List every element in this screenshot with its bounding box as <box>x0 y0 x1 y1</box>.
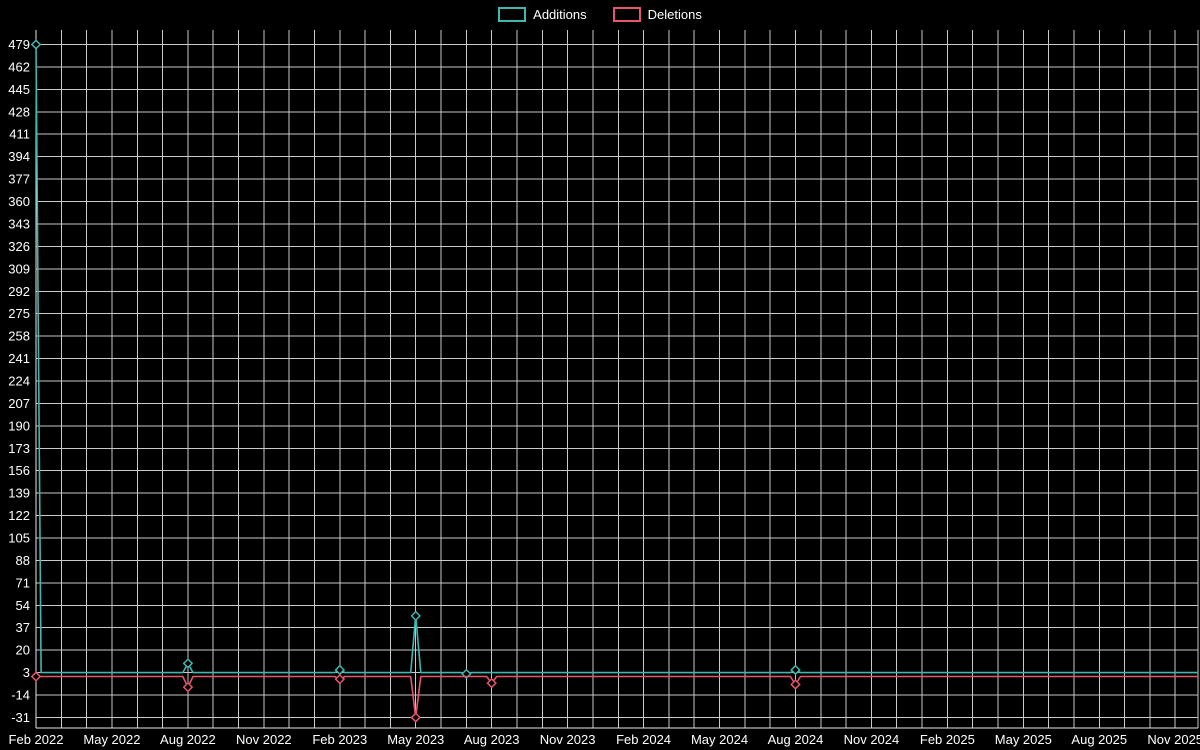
svg-text:462: 462 <box>8 59 30 74</box>
svg-text:88: 88 <box>16 553 30 568</box>
horizontal-gridlines <box>36 44 1198 718</box>
svg-text:-31: -31 <box>11 710 30 725</box>
svg-text:May 2025: May 2025 <box>995 732 1052 747</box>
svg-text:May 2023: May 2023 <box>387 732 444 747</box>
svg-text:Feb 2025: Feb 2025 <box>920 732 975 747</box>
svg-text:326: 326 <box>8 239 30 254</box>
svg-text:37: 37 <box>16 620 30 635</box>
svg-text:173: 173 <box>8 441 30 456</box>
svg-text:360: 360 <box>8 194 30 209</box>
axes <box>35 30 1198 729</box>
svg-text:224: 224 <box>8 373 30 388</box>
additions-swatch-icon <box>498 7 527 22</box>
svg-text:Aug 2024: Aug 2024 <box>768 732 824 747</box>
chart-legend: Additions Deletions <box>0 7 1200 22</box>
svg-text:Aug 2025: Aug 2025 <box>1071 732 1127 747</box>
legend-label-additions: Additions <box>533 7 587 22</box>
svg-text:May 2024: May 2024 <box>691 732 748 747</box>
svg-text:428: 428 <box>8 104 30 119</box>
svg-text:May 2022: May 2022 <box>83 732 140 747</box>
svg-text:Nov 2023: Nov 2023 <box>540 732 596 747</box>
svg-text:275: 275 <box>8 306 30 321</box>
legend-label-deletions: Deletions <box>647 7 702 22</box>
svg-text:377: 377 <box>8 172 30 187</box>
svg-text:Nov 2025: Nov 2025 <box>1147 732 1200 747</box>
svg-text:Nov 2022: Nov 2022 <box>236 732 292 747</box>
svg-text:394: 394 <box>8 149 30 164</box>
svg-text:292: 292 <box>8 284 30 299</box>
svg-text:-14: -14 <box>11 688 30 703</box>
svg-text:105: 105 <box>8 530 30 545</box>
svg-text:139: 139 <box>8 486 30 501</box>
svg-text:Feb 2023: Feb 2023 <box>312 732 367 747</box>
legend-item-additions[interactable]: Additions <box>498 7 587 22</box>
svg-text:479: 479 <box>8 37 30 52</box>
svg-text:Aug 2023: Aug 2023 <box>464 732 520 747</box>
svg-text:54: 54 <box>16 598 30 613</box>
legend-item-deletions[interactable]: Deletions <box>612 7 702 22</box>
svg-text:258: 258 <box>8 329 30 344</box>
deletions-swatch-icon <box>612 7 641 22</box>
svg-text:207: 207 <box>8 396 30 411</box>
svg-text:122: 122 <box>8 508 30 523</box>
svg-text:20: 20 <box>16 643 30 658</box>
svg-text:3: 3 <box>23 665 30 680</box>
svg-text:241: 241 <box>8 351 30 366</box>
series-deletions-markers <box>30 671 801 723</box>
svg-text:Feb 2024: Feb 2024 <box>616 732 671 747</box>
svg-text:190: 190 <box>8 418 30 433</box>
svg-text:Aug 2022: Aug 2022 <box>160 732 216 747</box>
svg-text:Feb 2022: Feb 2022 <box>9 732 64 747</box>
svg-text:71: 71 <box>16 575 30 590</box>
svg-text:343: 343 <box>8 216 30 231</box>
x-tick-labels: Feb 2022 May 2022 Aug 2022 Nov 2022 Feb 2023… <box>9 732 1200 747</box>
svg-text:309: 309 <box>8 261 30 276</box>
svg-text:411: 411 <box>9 127 30 142</box>
svg-text:445: 445 <box>8 82 30 97</box>
svg-text:Nov 2024: Nov 2024 <box>844 732 900 747</box>
y-tick-labels: -31 -14 3 20 37 54 71 88 105 122 139 156 173 190 207 22… <box>8 37 30 725</box>
svg-text:156: 156 <box>8 463 30 478</box>
